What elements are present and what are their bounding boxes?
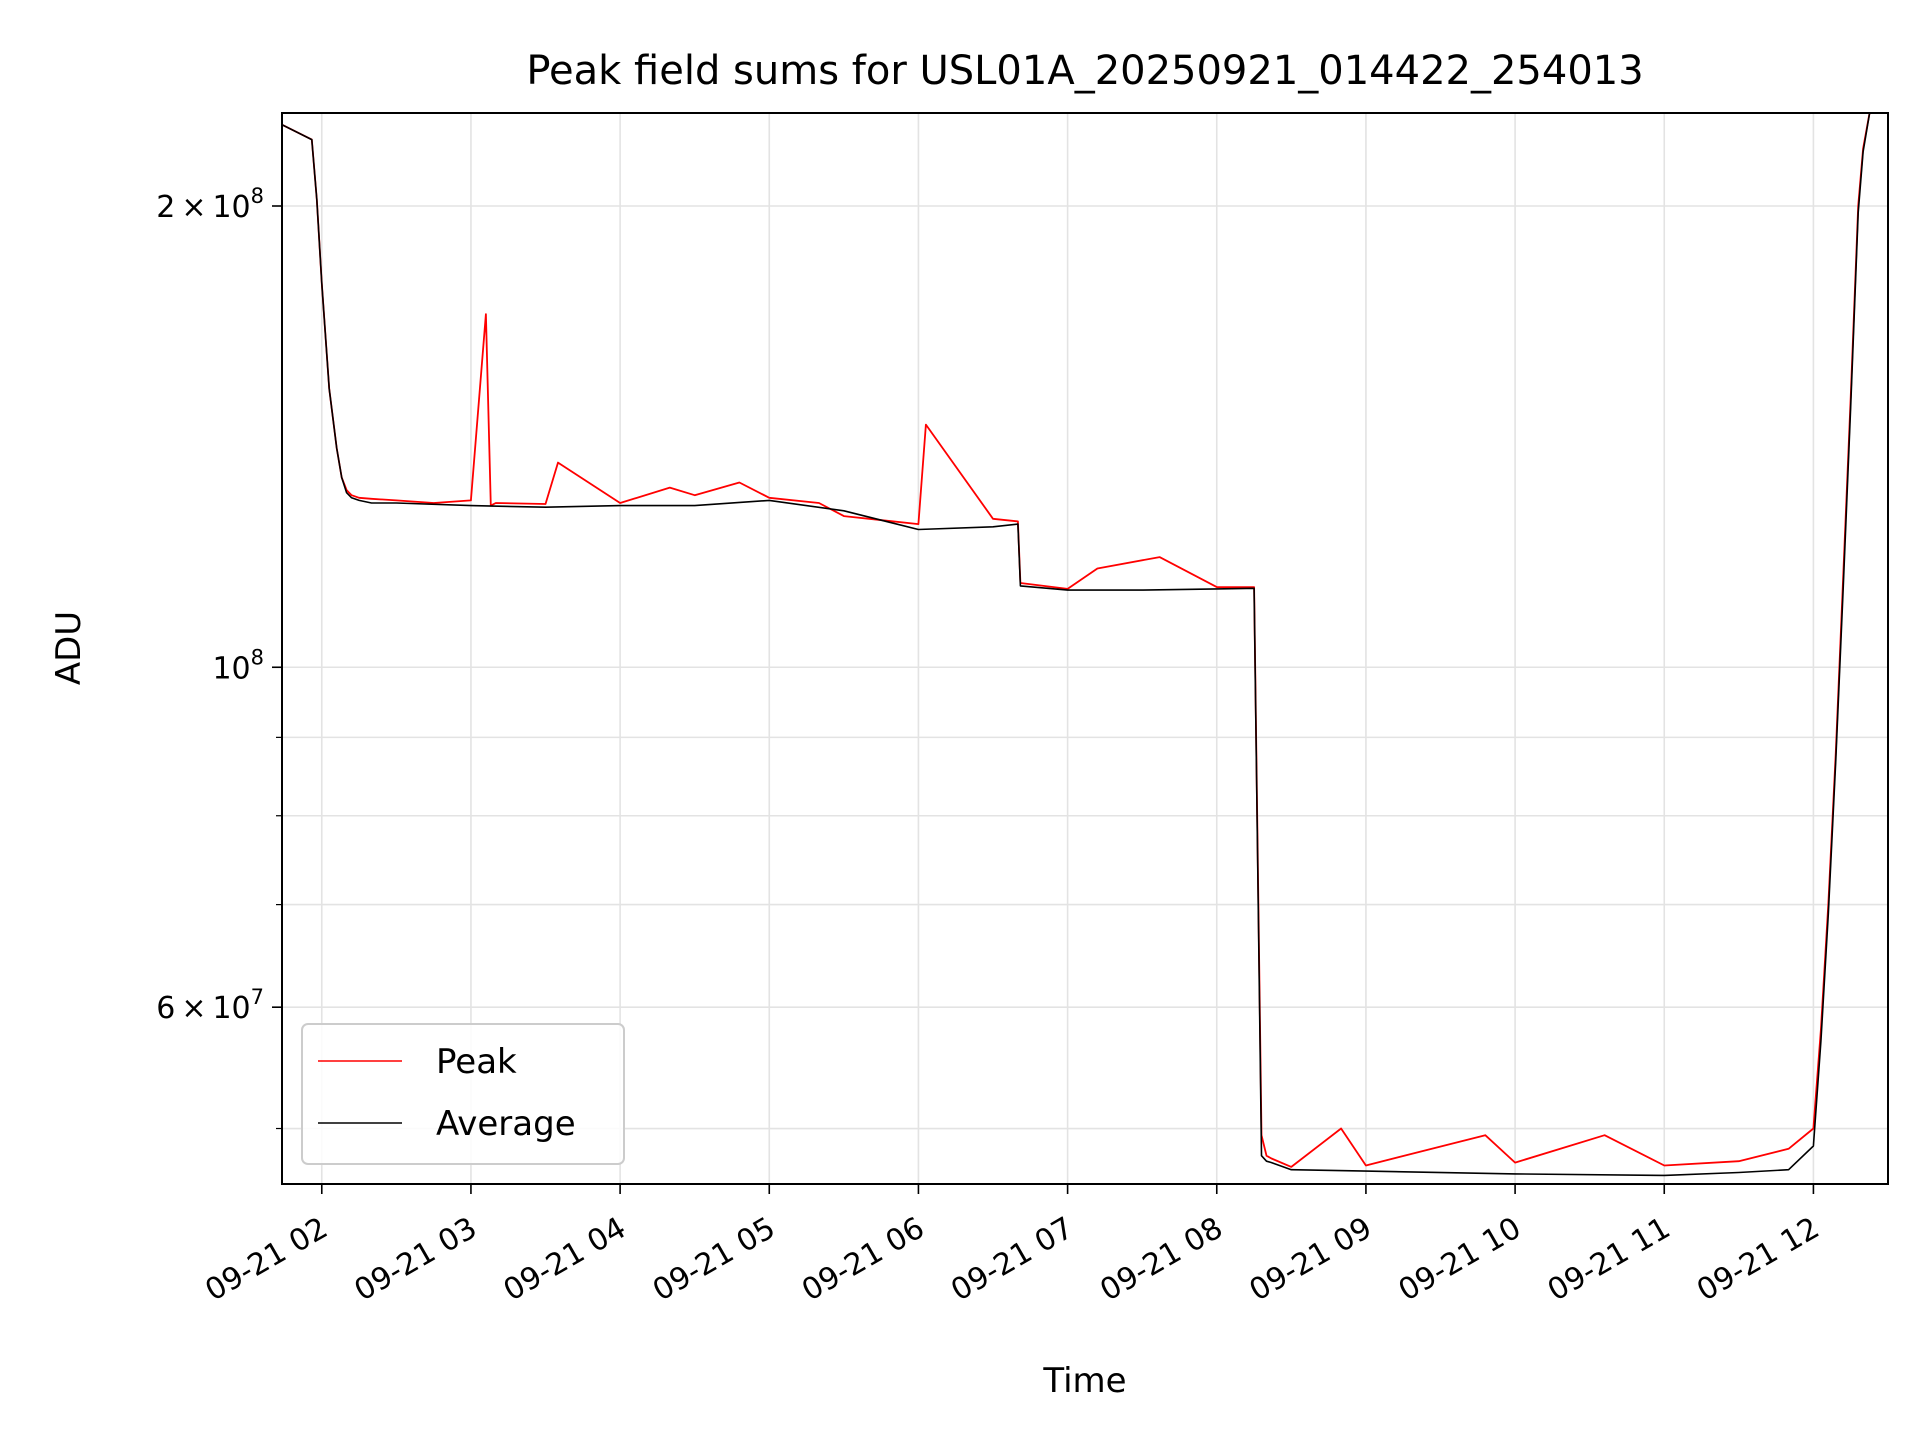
legend-label-average: Average bbox=[436, 1104, 576, 1144]
series-line-peak bbox=[282, 113, 1871, 1168]
y-tick-label: 108 bbox=[212, 645, 264, 686]
legend-box bbox=[301, 1023, 625, 1165]
series-line-average bbox=[282, 113, 1871, 1177]
legend-label-peak: Peak bbox=[436, 1042, 517, 1082]
plot-area bbox=[282, 113, 1871, 1177]
legend: Peak Average bbox=[301, 1023, 625, 1165]
grid bbox=[282, 113, 1888, 1184]
y-axis-label: ADU bbox=[49, 611, 89, 685]
x-axis-label: Time bbox=[1042, 1361, 1126, 1401]
y-axis: 6 × 107 108 2 × 108 bbox=[156, 184, 282, 1130]
axes-frame bbox=[281, 112, 1889, 1185]
series-layer bbox=[282, 113, 1871, 1177]
chart-title: Peak field sums for USL01A_20250921_0144… bbox=[526, 48, 1643, 94]
y-tick-label: 2 × 108 bbox=[156, 184, 264, 225]
y-tick-label: 6 × 107 bbox=[156, 985, 264, 1026]
